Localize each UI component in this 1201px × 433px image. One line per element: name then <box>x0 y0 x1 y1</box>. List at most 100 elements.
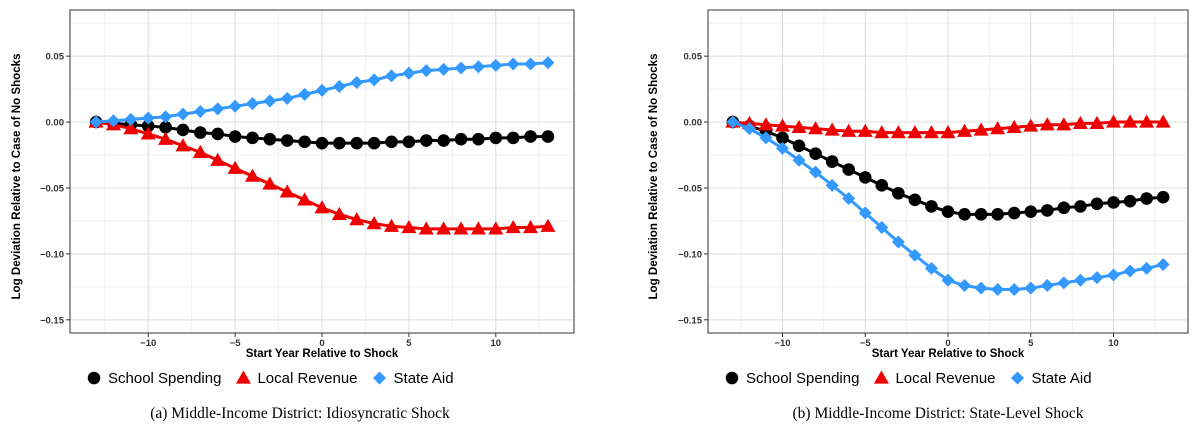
data-point <box>280 91 294 105</box>
data-point <box>974 281 988 295</box>
y-axis-label: Log Deviation Relative to Case of No Sho… <box>648 53 660 299</box>
data-point <box>1106 114 1122 128</box>
data-point <box>958 279 972 293</box>
legend-label: Local Revenue <box>257 370 357 387</box>
x-tick-label: 5 <box>1028 338 1034 349</box>
legend-key-triangle <box>235 370 251 384</box>
data-point <box>176 123 190 137</box>
data-point <box>524 57 538 71</box>
data-point <box>1056 117 1072 131</box>
legend-key-diamond <box>1011 371 1025 385</box>
data-point <box>402 135 416 149</box>
panel-a: −10 −5 0 5 10 −0.15 −0.10 −0.05 0.00 0.05 Start Ye… <box>11 9 575 422</box>
data-point <box>488 221 504 235</box>
data-point <box>350 76 364 90</box>
data-point <box>957 123 973 137</box>
data-point <box>315 83 329 97</box>
data-point <box>193 105 207 119</box>
data-point <box>1057 201 1071 215</box>
data-point <box>333 136 346 150</box>
data-point <box>1057 276 1071 290</box>
data-point <box>857 123 873 137</box>
data-point <box>1024 281 1038 295</box>
series-local-revenue <box>725 114 1171 139</box>
data-point <box>842 163 855 176</box>
data-point <box>774 118 790 132</box>
data-point <box>175 138 191 152</box>
data-point <box>367 136 381 150</box>
data-point <box>315 136 329 150</box>
y-tick-label: −0.15 <box>678 315 703 326</box>
data-point <box>941 205 955 219</box>
data-point <box>244 168 260 182</box>
data-point <box>792 139 806 153</box>
figure-caption: (b) Middle-Income District: State-Level … <box>793 405 1084 422</box>
data-point <box>159 121 172 134</box>
data-point <box>332 79 346 93</box>
data-point <box>874 125 890 139</box>
data-point <box>419 134 433 147</box>
data-point <box>742 122 756 136</box>
data-point <box>401 220 417 234</box>
data-point <box>124 112 138 126</box>
data-point <box>89 115 103 129</box>
data-point <box>540 218 556 232</box>
data-point <box>958 208 971 221</box>
y-tick-label: 0.05 <box>46 52 65 63</box>
data-point <box>1023 118 1039 132</box>
data-point <box>141 111 155 125</box>
data-point <box>1155 114 1171 128</box>
data-point <box>437 62 451 76</box>
x-tick-label: 0 <box>319 338 324 349</box>
data-point <box>1007 282 1021 296</box>
x-tick-label: 10 <box>1108 338 1119 349</box>
data-point <box>453 221 469 235</box>
data-point <box>228 130 242 143</box>
data-point <box>908 248 922 262</box>
data-point <box>1122 114 1138 128</box>
data-point <box>808 121 824 135</box>
legend-key-circle <box>725 371 739 385</box>
data-point <box>1007 206 1021 220</box>
data-point <box>925 200 938 213</box>
data-point <box>158 131 174 145</box>
series-local-revenue <box>88 114 556 235</box>
data-point <box>1140 192 1153 205</box>
data-point <box>1041 204 1054 217</box>
data-point <box>791 119 807 133</box>
data-point <box>263 94 277 108</box>
data-point <box>314 200 330 214</box>
x-tick-label: −10 <box>140 338 156 349</box>
data-point <box>726 115 740 129</box>
legend-label: State Aid <box>1032 370 1092 387</box>
y-tick-label: 0.05 <box>684 52 703 63</box>
data-point <box>825 178 839 192</box>
data-point <box>875 179 889 192</box>
legend: School Spending Local Revenue State Aid <box>725 370 1092 387</box>
data-point <box>1006 119 1022 133</box>
data-point <box>436 221 452 235</box>
data-point <box>194 126 207 139</box>
data-point <box>1040 279 1054 293</box>
data-point <box>366 216 382 230</box>
data-point <box>1156 190 1170 204</box>
data-point <box>211 127 225 141</box>
x-tick-label: 10 <box>491 338 502 349</box>
data-point <box>106 114 120 128</box>
y-tick-label: −0.15 <box>40 315 65 326</box>
data-point <box>1089 115 1105 130</box>
data-point <box>454 61 468 75</box>
data-point <box>506 131 520 145</box>
data-point <box>940 125 956 139</box>
data-point <box>280 134 294 147</box>
series-state-aid <box>726 115 1170 296</box>
data-point <box>941 273 955 287</box>
data-point <box>489 58 503 72</box>
data-point <box>505 220 521 234</box>
y-tick-label: −0.05 <box>40 183 65 194</box>
data-point <box>472 132 485 146</box>
data-point <box>419 64 433 78</box>
data-point <box>418 221 434 235</box>
data-point <box>470 221 486 235</box>
data-point <box>841 123 857 137</box>
